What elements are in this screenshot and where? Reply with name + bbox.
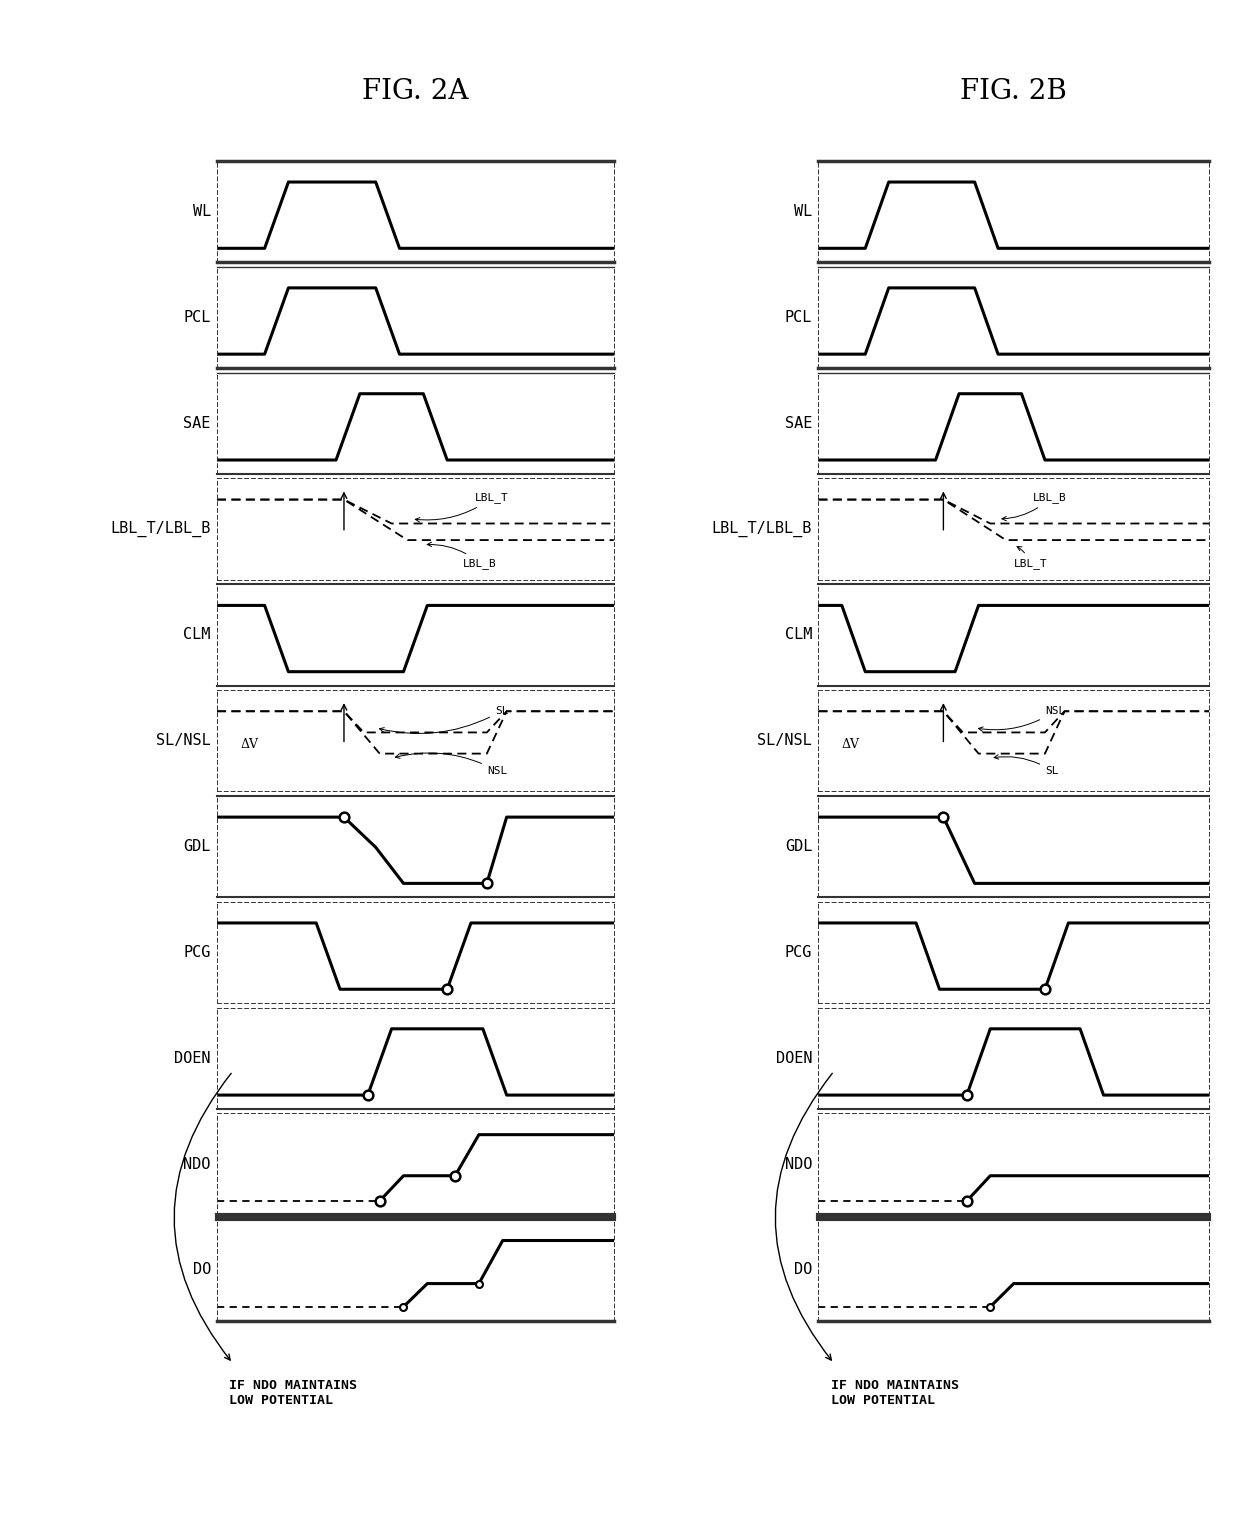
Text: LBL_B: LBL_B	[428, 542, 497, 568]
Text: LBL_T: LBL_T	[1014, 547, 1048, 568]
Text: PCL: PCL	[184, 309, 211, 325]
Text: LBL_B: LBL_B	[1002, 492, 1066, 521]
Text: WL: WL	[192, 204, 211, 219]
Text: CLM: CLM	[785, 628, 812, 642]
Text: DO: DO	[192, 1262, 211, 1278]
Text: NSL: NSL	[396, 752, 507, 775]
Text: WL: WL	[794, 204, 812, 219]
Text: FIG. 2B: FIG. 2B	[960, 78, 1068, 106]
Text: IF NDO MAINTAINS
LOW POTENTIAL: IF NDO MAINTAINS LOW POTENTIAL	[229, 1379, 357, 1406]
Text: SAE: SAE	[184, 415, 211, 430]
Text: GDL: GDL	[785, 840, 812, 853]
Text: LBL_T: LBL_T	[415, 492, 508, 522]
Text: LBL_T/LBL_B: LBL_T/LBL_B	[110, 521, 211, 538]
Text: DO: DO	[794, 1262, 812, 1278]
Text: PCL: PCL	[785, 309, 812, 325]
Text: IF NDO MAINTAINS
LOW POTENTIAL: IF NDO MAINTAINS LOW POTENTIAL	[831, 1379, 959, 1406]
Text: NDO: NDO	[785, 1157, 812, 1172]
Text: NDO: NDO	[184, 1157, 211, 1172]
Text: LBL_T/LBL_B: LBL_T/LBL_B	[712, 521, 812, 538]
Text: PCG: PCG	[785, 945, 812, 961]
Text: DOEN: DOEN	[776, 1051, 812, 1066]
Text: SAE: SAE	[785, 415, 812, 430]
Text: CLM: CLM	[184, 628, 211, 642]
Text: ΔV: ΔV	[842, 738, 859, 751]
Text: SL: SL	[994, 755, 1059, 775]
Text: GDL: GDL	[184, 840, 211, 853]
Text: PCG: PCG	[184, 945, 211, 961]
Text: SL/NSL: SL/NSL	[758, 734, 812, 748]
Text: SL/NSL: SL/NSL	[156, 734, 211, 748]
Text: NSL: NSL	[978, 706, 1065, 731]
Text: FIG. 2A: FIG. 2A	[362, 78, 469, 106]
Text: SL: SL	[379, 706, 508, 734]
Text: DOEN: DOEN	[175, 1051, 211, 1066]
Text: ΔV: ΔV	[241, 738, 259, 751]
